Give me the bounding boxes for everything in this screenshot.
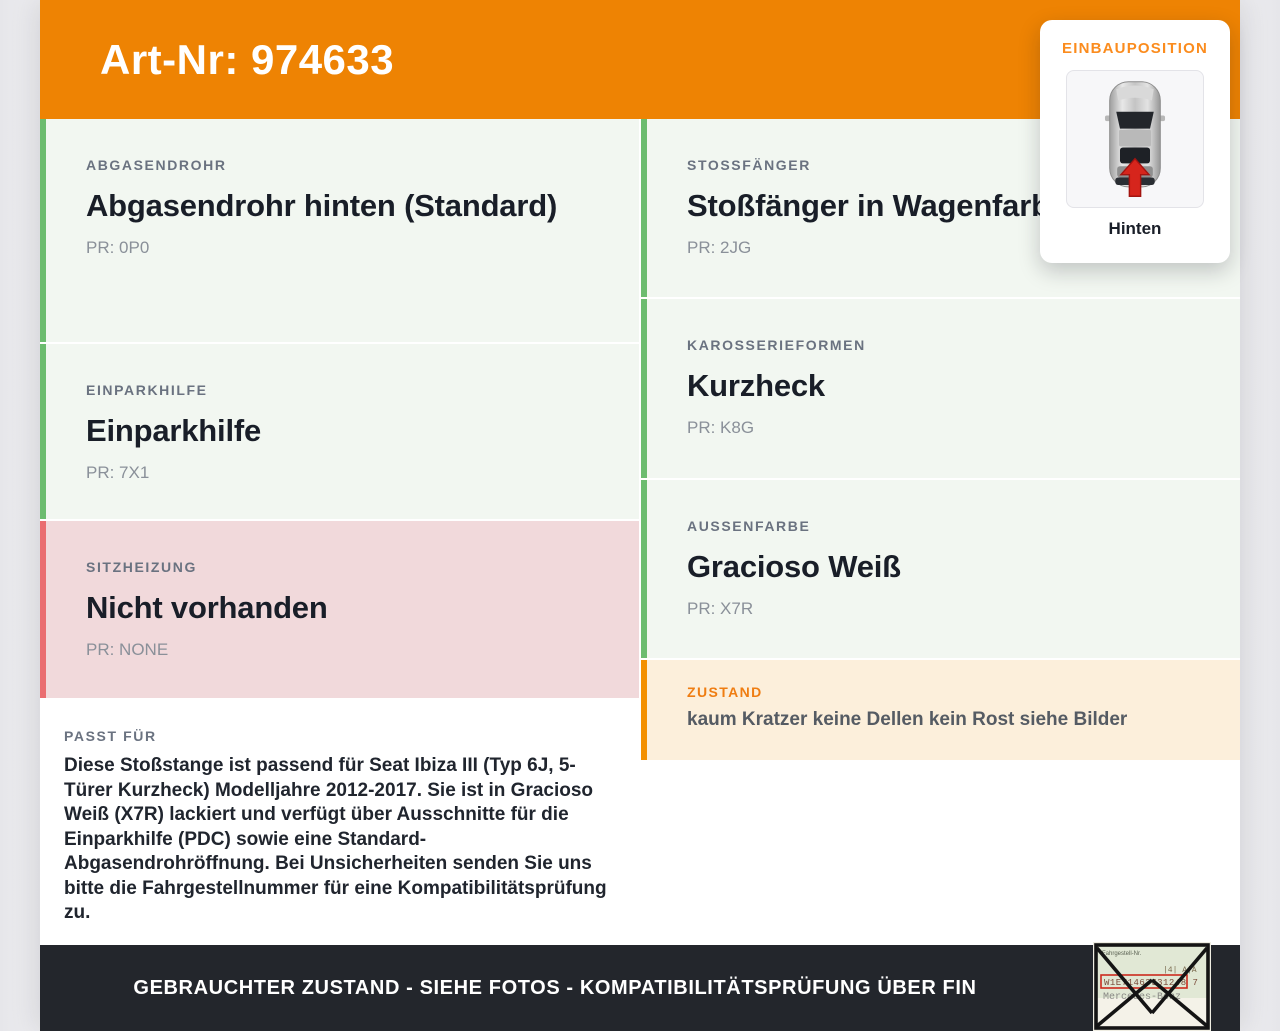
condition-text: kaum Kratzer keine Dellen kein Rost sieh… bbox=[687, 709, 1128, 730]
main-content: ABGASENDROHR Abgasendrohr hinten (Standa… bbox=[40, 119, 1240, 945]
card-karosserieformen: KAROSSERIEFORMEN Kurzheck PR: K8G bbox=[641, 299, 1240, 478]
red-arrow-up-icon bbox=[1119, 157, 1151, 197]
card-label: ZUSTAND bbox=[687, 684, 763, 700]
pr-code: PR: X7R bbox=[687, 598, 754, 618]
page-title: Art-Nr: 974633 bbox=[100, 35, 395, 83]
pr-code: PR: 7X1 bbox=[86, 462, 150, 482]
card-passt-fuer: PASST FÜR Diese Stoßstange ist passend f… bbox=[40, 700, 639, 945]
car-position-box bbox=[1066, 70, 1204, 208]
crossed-registration-document-image: Fahrgestell-Nr. |4| A|A W1E71463J31248 7… bbox=[1093, 942, 1211, 1031]
card-label: KAROSSERIEFORMEN bbox=[687, 337, 866, 353]
card-label: AUSSENFARBE bbox=[687, 518, 811, 534]
pr-code: PR: 0P0 bbox=[86, 237, 150, 257]
card-title: Einparkhilfe bbox=[86, 413, 262, 448]
footer-notice: GEBRAUCHTER ZUSTAND - SIEHE FOTOS - KOMP… bbox=[133, 976, 977, 999]
card-label: STOSSFÄNGER bbox=[687, 157, 811, 173]
svg-text:|4| A|A: |4| A|A bbox=[1163, 966, 1197, 975]
fitment-description: Diese Stoßstange ist passend für Seat Ib… bbox=[64, 755, 607, 923]
einbauposition-card: EINBAUPOSITION bbox=[1040, 20, 1230, 263]
left-column: ABGASENDROHR Abgasendrohr hinten (Standa… bbox=[40, 119, 639, 945]
card-einparkhilfe: EINPARKHILFE Einparkhilfe PR: 7X1 bbox=[40, 344, 639, 519]
pr-code: PR: 2JG bbox=[687, 237, 752, 257]
car-top-view-icon bbox=[1104, 81, 1166, 197]
envelope-overlay-icon bbox=[1094, 943, 1210, 1030]
card-title: Abgasendrohr hinten (Standard) bbox=[86, 188, 558, 223]
card-aussenfarbe: AUSSENFARBE Gracioso Weiß PR: X7R bbox=[641, 480, 1240, 658]
pr-code: PR: NONE bbox=[86, 639, 169, 659]
card-label: ABGASENDROHR bbox=[86, 157, 227, 173]
card-sitzheizung: SITZHEIZUNG Nicht vorhanden PR: NONE bbox=[40, 521, 639, 698]
right-column: STOSSFÄNGER Stoßfänger in Wagenfarbe PR:… bbox=[641, 119, 1240, 945]
empty-area bbox=[641, 762, 1240, 945]
card-label: EINPARKHILFE bbox=[86, 382, 208, 398]
card-zustand: ZUSTAND kaum Kratzer keine Dellen kein R… bbox=[641, 660, 1240, 760]
card-title: Gracioso Weiß bbox=[687, 549, 901, 584]
card-label: SITZHEIZUNG bbox=[86, 559, 197, 575]
card-title: Nicht vorhanden bbox=[86, 590, 328, 625]
card-title: Kurzheck bbox=[687, 368, 825, 403]
doc-field-label: Fahrgestell-Nr. bbox=[1102, 951, 1142, 957]
card-title: Stoßfänger in Wagenfarbe bbox=[687, 188, 1067, 223]
footer-banner: GEBRAUCHTER ZUSTAND - SIEHE FOTOS - KOMP… bbox=[40, 942, 1240, 1031]
card-abgasendrohr: ABGASENDROHR Abgasendrohr hinten (Standa… bbox=[40, 119, 639, 342]
einbauposition-label: EINBAUPOSITION bbox=[1062, 40, 1208, 57]
pr-code: PR: K8G bbox=[687, 417, 755, 437]
product-sheet: Art-Nr: 974633 ABGASENDROHR Abgasendrohr… bbox=[40, 0, 1240, 1031]
card-label: PASST FÜR bbox=[64, 728, 157, 744]
einbauposition-value: Hinten bbox=[1108, 219, 1162, 238]
